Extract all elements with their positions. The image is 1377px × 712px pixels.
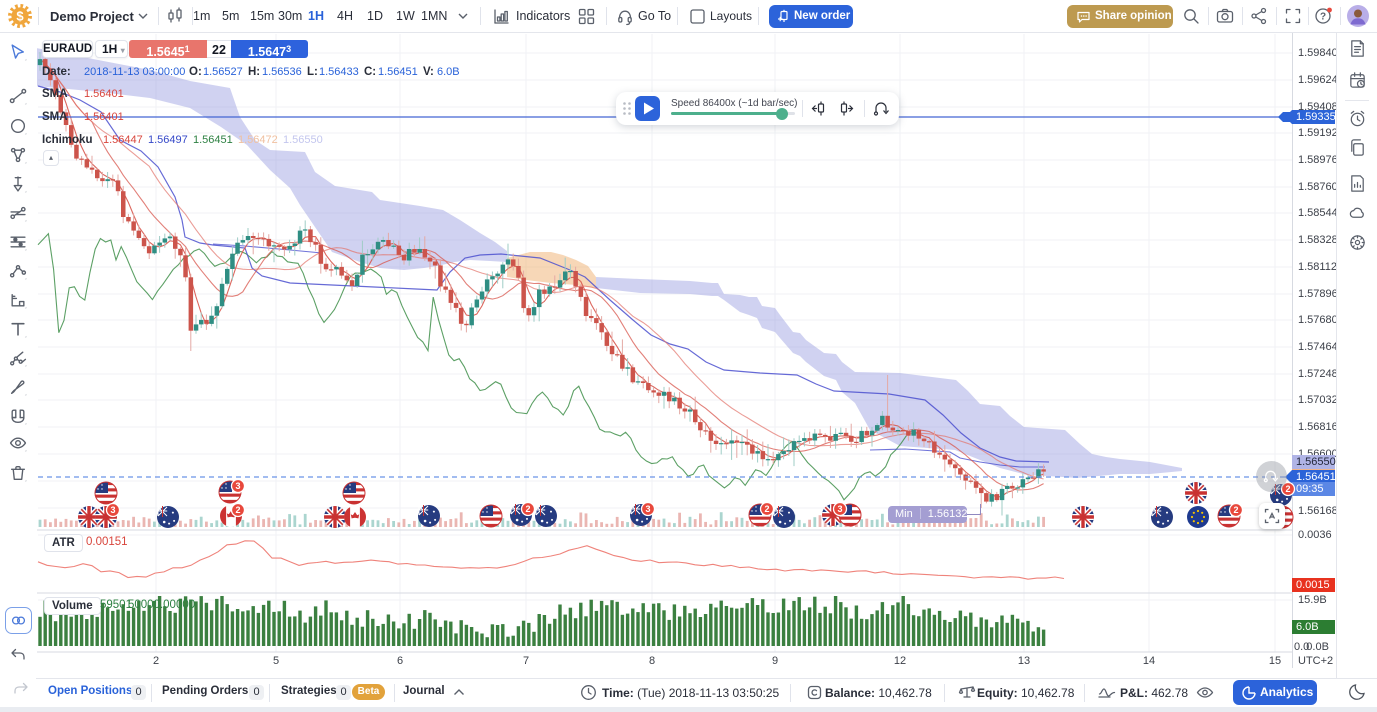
svg-text:3: 3 — [235, 481, 240, 491]
svg-text:3: 3 — [837, 504, 842, 514]
svg-text:6: 6 — [397, 655, 403, 667]
svg-text:5: 5 — [273, 655, 279, 667]
svg-text:14: 14 — [1143, 655, 1155, 667]
svg-text:3: 3 — [645, 504, 650, 514]
svg-text:3: 3 — [110, 505, 115, 515]
svg-text:12: 12 — [894, 655, 906, 667]
svg-text:2: 2 — [1285, 484, 1290, 494]
svg-text:15: 15 — [1269, 655, 1281, 667]
svg-text:2: 2 — [525, 504, 530, 514]
svg-text:13: 13 — [1018, 655, 1030, 667]
svg-text:2: 2 — [764, 504, 769, 514]
svg-text:8: 8 — [649, 655, 655, 667]
svg-text:2: 2 — [153, 655, 159, 667]
svg-text:9: 9 — [772, 655, 778, 667]
svg-text:$: $ — [16, 9, 24, 24]
svg-text:2: 2 — [1233, 505, 1238, 515]
svg-text:7: 7 — [523, 655, 529, 667]
svg-text:2: 2 — [235, 505, 240, 515]
svg-text:?: ? — [1320, 12, 1326, 23]
